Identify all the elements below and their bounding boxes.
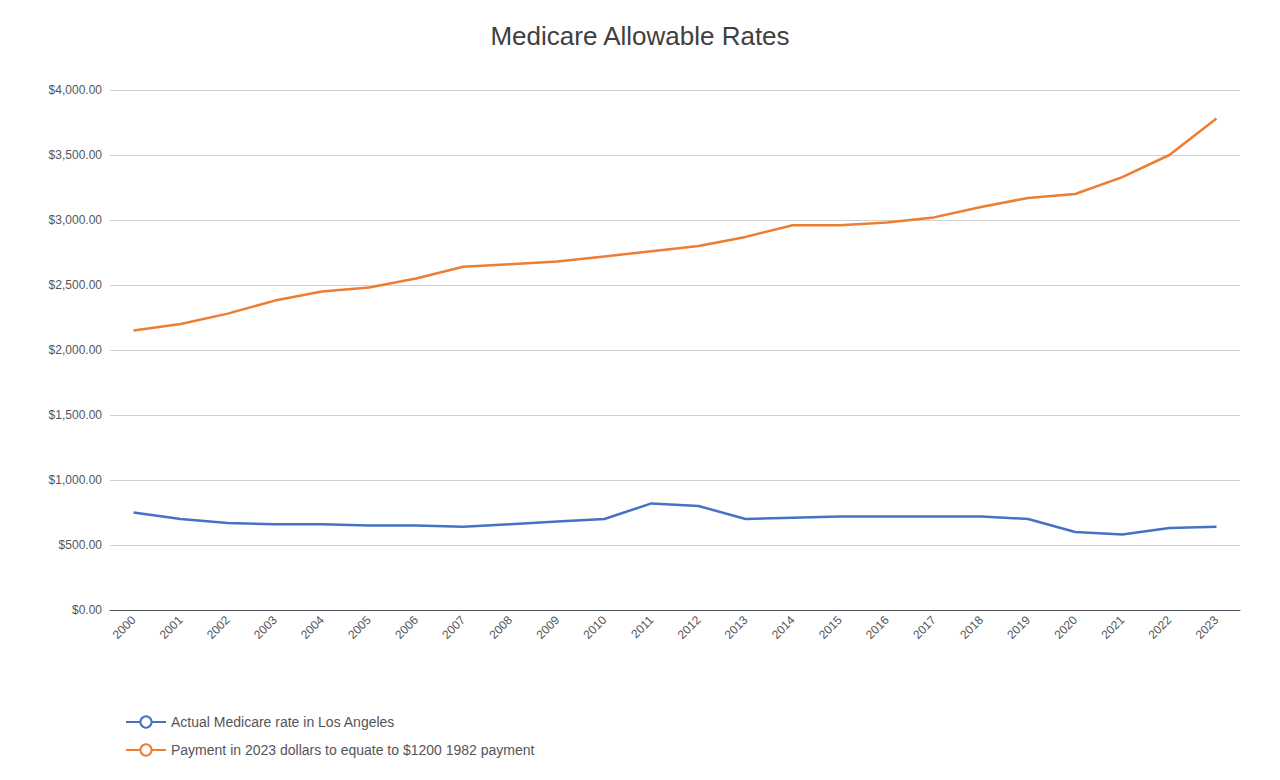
svg-text:2014: 2014 [769,613,798,642]
svg-text:$2,500.00: $2,500.00 [49,278,103,292]
svg-text:Medicare Allowable Rates: Medicare Allowable Rates [490,21,789,51]
svg-text:2016: 2016 [863,613,892,642]
svg-text:2008: 2008 [486,613,515,642]
svg-text:2006: 2006 [392,613,421,642]
svg-text:2020: 2020 [1051,613,1080,642]
svg-text:2013: 2013 [722,613,751,642]
svg-text:2004: 2004 [298,613,327,642]
svg-text:2017: 2017 [910,613,939,642]
svg-text:$1,500.00: $1,500.00 [49,408,103,422]
svg-text:2002: 2002 [204,613,233,642]
svg-text:2001: 2001 [157,613,186,642]
svg-text:2012: 2012 [675,613,704,642]
svg-text:$4,000.00: $4,000.00 [49,83,103,97]
svg-text:$3,500.00: $3,500.00 [49,148,103,162]
svg-text:$2,000.00: $2,000.00 [49,343,103,357]
svg-text:2005: 2005 [345,613,374,642]
svg-text:2003: 2003 [251,613,280,642]
svg-text:2022: 2022 [1146,613,1175,642]
svg-text:2023: 2023 [1193,613,1222,642]
svg-text:$500.00: $500.00 [59,538,103,552]
svg-text:Actual Medicare rate in Los An: Actual Medicare rate in Los Angeles [171,714,394,730]
svg-text:2009: 2009 [533,613,562,642]
svg-text:2000: 2000 [110,613,139,642]
svg-text:$3,000.00: $3,000.00 [49,213,103,227]
svg-text:$1,000.00: $1,000.00 [49,473,103,487]
svg-text:2015: 2015 [816,613,845,642]
svg-text:$0.00: $0.00 [72,603,102,617]
svg-text:2007: 2007 [439,613,468,642]
svg-text:2010: 2010 [581,613,610,642]
svg-text:2011: 2011 [628,613,656,641]
svg-text:Payment in 2023 dollars to equ: Payment in 2023 dollars to equate to $12… [171,742,535,758]
svg-text:2021: 2021 [1098,613,1127,642]
svg-text:2019: 2019 [1004,613,1033,642]
svg-text:2018: 2018 [957,613,986,642]
